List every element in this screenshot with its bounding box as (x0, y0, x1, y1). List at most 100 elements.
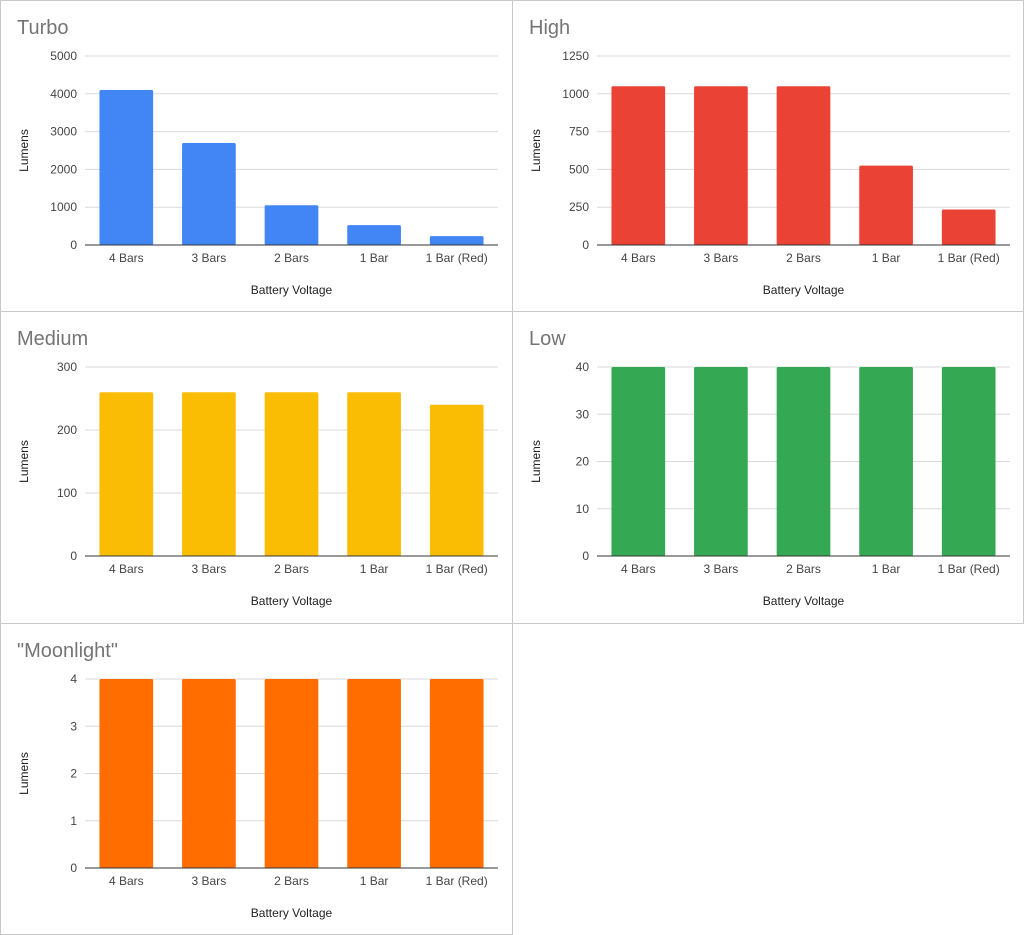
chart-panel-medium: Medium 0 100 200 300 4 Bars 3 Bars 2 Bars 1 Bar 1… (0, 311, 513, 624)
x-tick-label: 3 Bars (192, 874, 227, 888)
y-tick-label: 4 (70, 672, 77, 686)
chart-title: Medium (17, 328, 88, 350)
y-tick-label: 1000 (50, 200, 77, 214)
bar-3-bars (694, 367, 748, 556)
x-tick-label: 2 Bars (786, 562, 821, 576)
bar-1-bar (347, 679, 401, 868)
chart-panel-moonlight: "Moonlight" 0 1 2 3 4 4 Bars 3 Bars 2 Bars 1 Bar 1… (0, 623, 513, 935)
x-tick-label: 3 Bars (704, 562, 739, 576)
x-tick-label: 4 Bars (109, 251, 144, 265)
x-tick-label: 4 Bars (621, 251, 656, 265)
bar-3-bars (182, 392, 236, 556)
x-axis-title: Battery Voltage (763, 594, 845, 608)
y-tick-label: 2 (70, 767, 77, 781)
x-tick-label: 1 Bar (Red) (426, 562, 488, 576)
chart-panel-low: Low 0 10 20 30 40 4 Bars 3 Bars 2 Bars 1 Bar 1 Bar… (512, 311, 1024, 624)
y-tick-label: 1250 (562, 49, 589, 63)
chart-title: Low (529, 328, 566, 350)
y-tick-label: 1 (70, 814, 77, 828)
y-tick-label: 0 (582, 549, 589, 563)
bar-1-bar (859, 367, 913, 556)
y-tick-label: 250 (569, 200, 589, 214)
x-tick-label: 1 Bar (Red) (938, 562, 1000, 576)
bar-1-bar-red (429, 679, 484, 868)
y-tick-label: 3 (70, 719, 77, 733)
y-tick-label: 0 (70, 861, 77, 875)
x-axis-title: Battery Voltage (251, 594, 333, 608)
x-axis-title: Battery Voltage (763, 283, 845, 297)
y-tick-label: 0 (70, 549, 77, 563)
y-tick-label: 500 (569, 162, 589, 176)
y-tick-label: 100 (57, 486, 77, 500)
x-tick-label: 1 Bar (Red) (426, 251, 488, 265)
bar-1-bar (347, 392, 401, 556)
x-tick-label: 4 Bars (109, 874, 144, 888)
y-tick-label: 0 (70, 238, 77, 252)
chart-moonlight: "Moonlight" 0 1 2 3 4 4 Bars 3 Bars 2 Bars 1 Bar 1… (17, 640, 498, 920)
chart-panel-high: High 0 250 500 750 1000 1250 4 Bars 3 Bars 2 Bars… (512, 0, 1024, 312)
y-tick-label: 3000 (50, 125, 77, 139)
bar-4-bars (99, 90, 154, 246)
bar-1-bar-red (941, 367, 996, 556)
x-tick-label: 4 Bars (109, 562, 144, 576)
chart-low: Low 0 10 20 30 40 4 Bars 3 Bars 2 Bars 1 Bar 1 Bar… (529, 328, 1010, 608)
y-axis-title: Lumens (529, 440, 543, 483)
chart-title: High (529, 17, 570, 39)
y-tick-label: 10 (576, 502, 590, 516)
bar-2-bars (264, 392, 319, 556)
bar-3-bars (182, 142, 236, 245)
y-tick-label: 2000 (50, 162, 77, 176)
bar-1-bar-red (429, 236, 484, 245)
y-tick-label: 1000 (562, 87, 589, 101)
bar-2-bars (776, 367, 831, 556)
x-tick-label: 1 Bar (Red) (426, 874, 488, 888)
y-tick-label: 200 (57, 423, 77, 437)
bar-3-bars (694, 86, 748, 246)
chart-title: Turbo (17, 17, 69, 39)
bar-1-bar-red (429, 404, 484, 556)
chart-title: "Moonlight" (17, 640, 118, 662)
y-tick-label: 4000 (50, 87, 77, 101)
y-tick-label: 5000 (50, 49, 77, 63)
x-tick-label: 1 Bar (872, 251, 901, 265)
bar-3-bars (182, 679, 236, 868)
bar-2-bars (264, 679, 319, 868)
x-tick-label: 1 Bar (360, 874, 389, 888)
y-tick-label: 750 (569, 125, 589, 139)
y-tick-label: 0 (582, 238, 589, 252)
x-axis-title: Battery Voltage (251, 283, 333, 297)
x-tick-label: 3 Bars (704, 251, 739, 265)
chart-high: High 0 250 500 750 1000 1250 4 Bars 3 Bars 2 Bars… (529, 17, 1010, 297)
x-tick-label: 1 Bar (360, 562, 389, 576)
y-axis-title: Lumens (17, 440, 31, 483)
x-tick-label: 3 Bars (192, 562, 227, 576)
y-tick-label: 20 (576, 455, 590, 469)
chart-panel-turbo: Turbo 0 1000 2000 3000 4000 5000 4 Bars 3 Bars 2 … (0, 0, 513, 312)
bar-2-bars (776, 86, 831, 246)
y-axis-title: Lumens (529, 129, 543, 172)
bar-4-bars (99, 392, 154, 556)
x-tick-label: 2 Bars (274, 562, 309, 576)
bar-4-bars (611, 86, 666, 246)
bar-2-bars (264, 205, 319, 245)
y-tick-label: 40 (576, 360, 590, 374)
chart-medium: Medium 0 100 200 300 4 Bars 3 Bars 2 Bars 1 Bar 1… (17, 328, 498, 608)
x-tick-label: 2 Bars (786, 251, 821, 265)
x-tick-label: 1 Bar (Red) (938, 251, 1000, 265)
y-tick-label: 300 (57, 360, 77, 374)
bar-4-bars (611, 367, 666, 556)
x-tick-label: 1 Bar (872, 562, 901, 576)
x-tick-label: 4 Bars (621, 562, 656, 576)
x-tick-label: 2 Bars (274, 251, 309, 265)
bar-4-bars (99, 679, 154, 868)
chart-turbo: Turbo 0 1000 2000 3000 4000 5000 4 Bars 3 Bars 2 … (17, 17, 498, 297)
y-axis-title: Lumens (17, 129, 31, 172)
x-tick-label: 2 Bars (274, 874, 309, 888)
y-axis-title: Lumens (17, 752, 31, 795)
bar-1-bar (859, 165, 913, 245)
bar-1-bar-red (941, 209, 996, 245)
bar-1-bar (347, 225, 401, 245)
y-tick-label: 30 (576, 407, 590, 421)
x-tick-label: 3 Bars (192, 251, 227, 265)
x-axis-title: Battery Voltage (251, 906, 333, 920)
